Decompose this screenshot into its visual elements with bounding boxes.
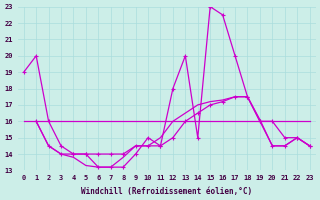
X-axis label: Windchill (Refroidissement éolien,°C): Windchill (Refroidissement éolien,°C) — [81, 187, 252, 196]
